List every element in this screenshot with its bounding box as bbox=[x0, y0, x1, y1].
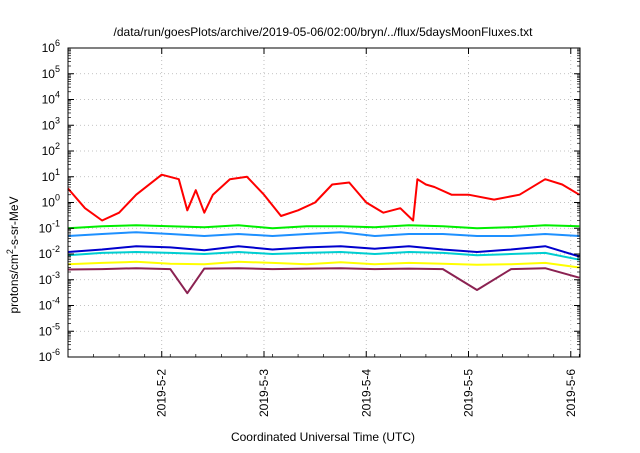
y-axis-label-suffix: -s-sr-MeV bbox=[7, 196, 21, 249]
y-tick-exponent: 6 bbox=[55, 38, 60, 48]
y-tick-exponent: -4 bbox=[52, 296, 60, 306]
x-tick-label: 2019-5-5 bbox=[462, 369, 476, 417]
y-tick-label: 10-1 bbox=[39, 218, 60, 235]
x-axis: 2019-5-2 2019-5-3 2019-5-4 2019-5-5 2019-5-6 bbox=[67, 48, 580, 417]
y-tick-label: 100 bbox=[42, 193, 60, 210]
chart-title: /data/run/goesPlots/archive/2019-05-06/0… bbox=[114, 25, 534, 39]
x-axis-label: Coordinated Universal Time (UTC) bbox=[231, 430, 415, 444]
y-tick-label: 101 bbox=[42, 167, 60, 184]
y-axis: 10-610-510-410-310-210-11001011021031041… bbox=[39, 38, 580, 364]
series-line-6 bbox=[67, 260, 580, 269]
grid bbox=[68, 48, 580, 357]
y-tick-label: 10-3 bbox=[39, 270, 60, 287]
y-tick-label: 105 bbox=[42, 64, 60, 81]
y-tick-exponent: 5 bbox=[55, 64, 60, 74]
y-tick-base: 10 bbox=[39, 247, 53, 261]
x-tick-label: 2019-5-2 bbox=[155, 369, 169, 417]
y-tick-label: 10-4 bbox=[39, 296, 60, 313]
series-line-1 bbox=[67, 173, 580, 222]
y-tick-exponent: 3 bbox=[55, 115, 60, 125]
y-tick-exponent: 2 bbox=[55, 141, 60, 151]
y-tick-exponent: -1 bbox=[52, 218, 60, 228]
y-tick-label: 10-5 bbox=[39, 321, 60, 338]
y-tick-base: 10 bbox=[39, 221, 53, 235]
y-tick-base: 10 bbox=[42, 196, 56, 210]
y-tick-label: 104 bbox=[42, 90, 60, 107]
series-line-4 bbox=[67, 245, 580, 258]
y-axis-label-prefix: protons/cm bbox=[7, 254, 21, 313]
series-layer bbox=[67, 173, 580, 295]
x-tick-label: 2019-5-3 bbox=[257, 369, 271, 417]
x-tick-label: 2019-5-4 bbox=[359, 369, 373, 417]
x-tick-label: 2019-5-6 bbox=[564, 369, 578, 417]
y-tick-base: 10 bbox=[42, 118, 56, 132]
y-tick-base: 10 bbox=[39, 299, 53, 313]
y-tick-exponent: 4 bbox=[55, 90, 60, 100]
y-tick-exponent: -3 bbox=[52, 270, 60, 280]
series-line-7 bbox=[67, 267, 580, 295]
y-axis-label: protons/cm2-s-sr-MeV bbox=[5, 196, 21, 313]
y-tick-label: 10-2 bbox=[39, 244, 60, 261]
y-axis-label-sup: 2 bbox=[5, 249, 15, 254]
y-tick-base: 10 bbox=[42, 93, 56, 107]
y-tick-label: 10-6 bbox=[39, 347, 60, 364]
y-tick-exponent: -6 bbox=[52, 347, 60, 357]
y-tick-base: 10 bbox=[39, 350, 53, 364]
y-tick-base: 10 bbox=[42, 41, 56, 55]
y-tick-base: 10 bbox=[42, 170, 56, 184]
y-tick-base: 10 bbox=[42, 67, 56, 81]
y-tick-exponent: -2 bbox=[52, 244, 60, 254]
y-tick-label: 106 bbox=[42, 38, 60, 55]
series-line-5 bbox=[67, 251, 580, 261]
y-tick-base: 10 bbox=[39, 273, 53, 287]
y-tick-label: 102 bbox=[42, 141, 60, 158]
y-tick-base: 10 bbox=[39, 324, 53, 338]
y-tick-base: 10 bbox=[42, 144, 56, 158]
series-line-3 bbox=[67, 231, 580, 237]
y-tick-label: 103 bbox=[42, 115, 60, 132]
series-line-2 bbox=[67, 224, 580, 230]
y-tick-exponent: 0 bbox=[55, 193, 60, 203]
y-tick-exponent: 1 bbox=[55, 167, 60, 177]
y-tick-exponent: -5 bbox=[52, 321, 60, 331]
